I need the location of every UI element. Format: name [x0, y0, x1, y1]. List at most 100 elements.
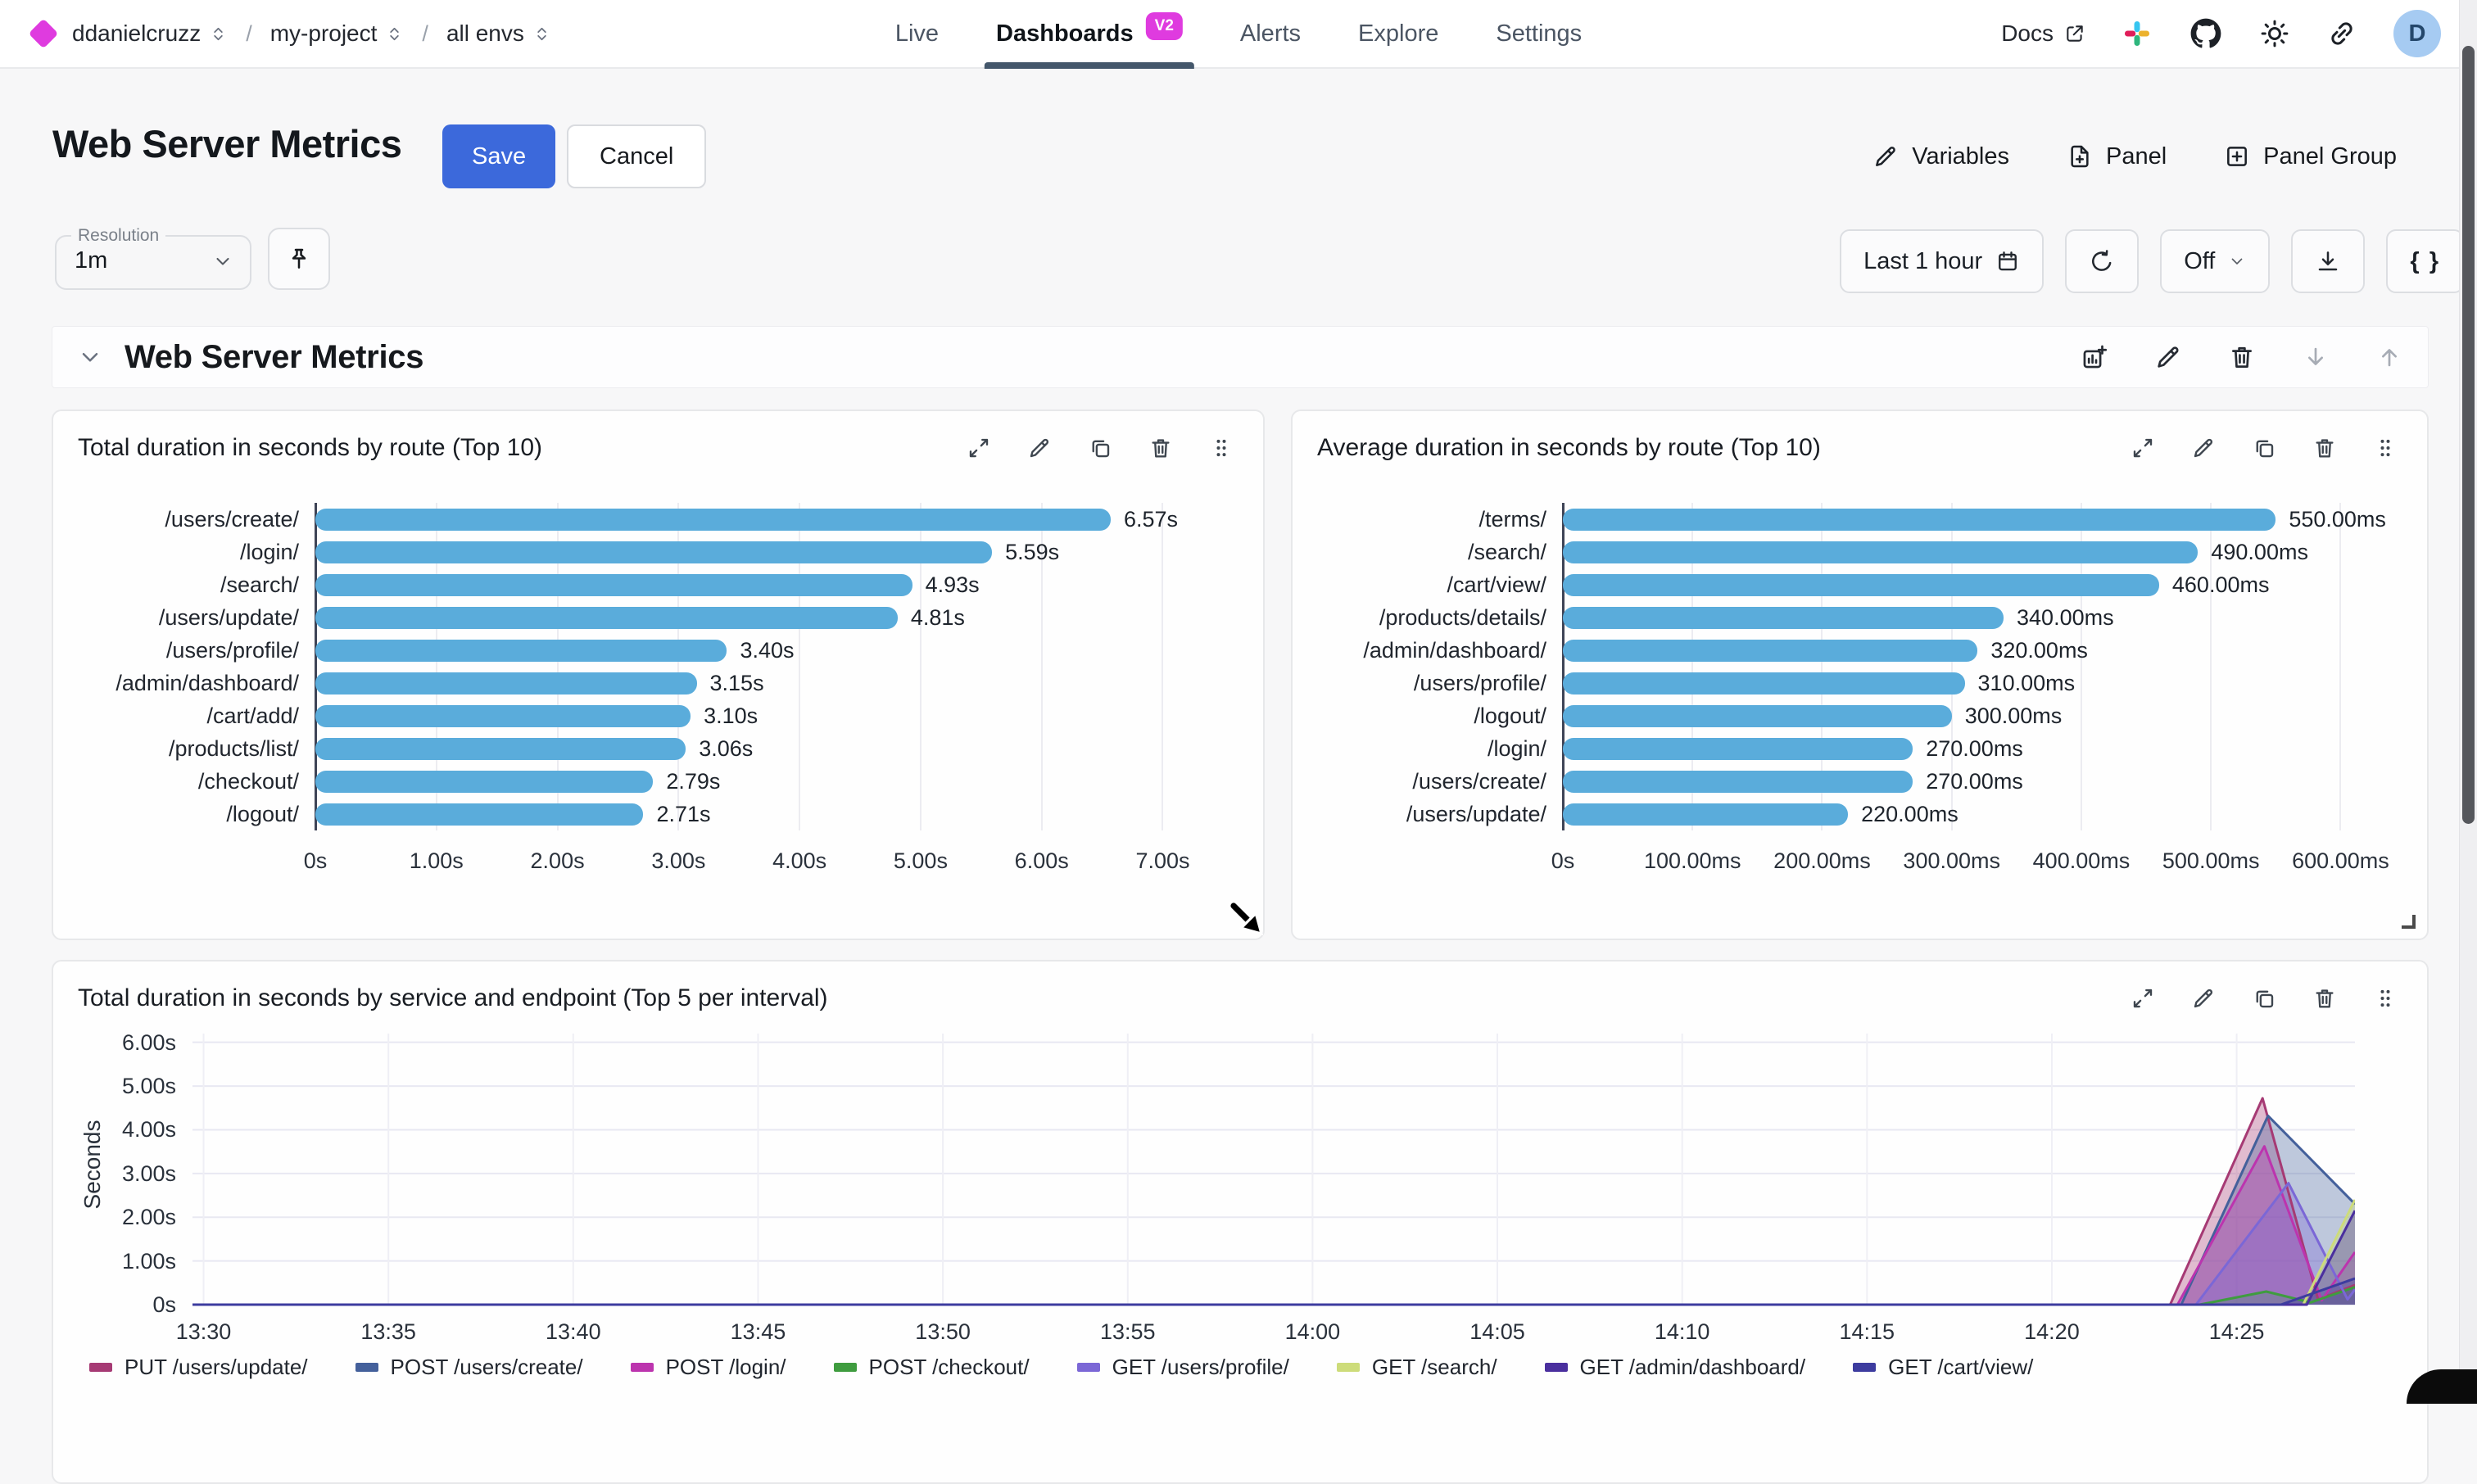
area-plot[interactable] [192, 1034, 2355, 1308]
legend-item-post-users-create[interactable]: POST /users/create/ [355, 1355, 583, 1380]
bar[interactable] [315, 573, 912, 596]
edit-button[interactable] [2154, 343, 2182, 371]
download-button[interactable] [2291, 229, 2366, 293]
breadcrumb-item-all-envs[interactable]: all envs [446, 20, 551, 47]
add-panel-button[interactable]: Panel [2067, 143, 2167, 170]
legend-item-get-cart-view[interactable]: GET /cart/view/ [1853, 1355, 2033, 1380]
copy-button[interactable] [1088, 436, 1112, 460]
gridline [677, 503, 680, 830]
bar[interactable] [315, 737, 686, 760]
bar[interactable] [315, 606, 898, 629]
sun-icon[interactable] [2259, 18, 2290, 49]
json-view-button[interactable]: { } [2386, 229, 2464, 293]
bar[interactable] [315, 639, 727, 662]
delete-button[interactable] [2312, 986, 2337, 1011]
series-area-post-login [192, 1146, 2355, 1305]
bar-plot: 3.40s [315, 634, 1217, 667]
add-panel-button[interactable] [2081, 343, 2108, 371]
legend-item-get-search[interactable]: GET /search/ [1336, 1355, 1497, 1380]
category-label: /logout/ [1474, 703, 1546, 728]
delete-icon [2228, 343, 2256, 371]
github-icon[interactable] [2189, 16, 2223, 51]
add-panel-group-button[interactable]: Panel Group [2224, 143, 2397, 170]
bar[interactable] [315, 508, 1111, 531]
page-scrollbar-track[interactable] [2459, 0, 2477, 1404]
collapse-chevron-icon[interactable] [77, 344, 103, 370]
breadcrumb-item-my-project[interactable]: my-project [270, 20, 405, 47]
edit-button[interactable] [1027, 436, 1052, 460]
expand-button[interactable] [967, 436, 991, 460]
delete-button[interactable] [1148, 436, 1173, 460]
brand-logo-icon[interactable] [28, 18, 59, 49]
move-down-button[interactable] [2302, 343, 2330, 371]
x-tick-label: 14:10 [1654, 1319, 1710, 1344]
tab-alerts[interactable]: Alerts [1240, 0, 1301, 67]
y-tick-label: 0s [152, 1292, 176, 1317]
docs-link[interactable]: Docs [2001, 20, 2085, 47]
bar[interactable] [1563, 573, 2159, 596]
bar[interactable] [1563, 508, 2276, 531]
expand-button[interactable] [2131, 986, 2155, 1011]
legend-item-put-users-update[interactable]: PUT /users/update/ [89, 1355, 308, 1380]
slack-icon[interactable] [2122, 18, 2153, 49]
gridline [2210, 503, 2212, 830]
bar[interactable] [1563, 704, 1952, 727]
copy-button[interactable] [2252, 436, 2276, 460]
edit-button[interactable] [2191, 436, 2216, 460]
expand-button[interactable] [2131, 436, 2155, 460]
breadcrumb-item-ddanielcruzz[interactable]: ddanielcruzz [72, 20, 228, 47]
drag-handle-button[interactable] [1209, 436, 1234, 460]
variables-button[interactable]: Variables [1872, 143, 2009, 170]
bar[interactable] [1563, 606, 2004, 629]
tab-live[interactable]: Live [895, 0, 939, 67]
x-tick-label: 400.00ms [2032, 848, 2131, 873]
legend-item-post-checkout[interactable]: POST /checkout/ [833, 1355, 1030, 1380]
resolution-select[interactable]: Resolution 1m [55, 226, 251, 290]
bar[interactable] [315, 803, 644, 826]
panel-resize-handle[interactable] [2402, 915, 2416, 929]
bar[interactable] [315, 541, 993, 563]
delete-icon [2312, 986, 2337, 1011]
category-label: /cart/view/ [1447, 572, 1546, 597]
refresh-button[interactable] [2065, 229, 2140, 293]
time-range-picker[interactable]: Last 1 hour [1840, 229, 2045, 293]
save-button[interactable]: Save [442, 124, 556, 188]
move-up-button[interactable] [2375, 343, 2403, 371]
page-title: Web Server Metrics [52, 122, 402, 165]
bar-plot: 3.06s [315, 732, 1217, 765]
legend-item-post-login[interactable]: POST /login/ [630, 1355, 786, 1380]
axis-line [315, 503, 317, 830]
bar[interactable] [1563, 770, 1913, 793]
x-axis: 0s 100.00ms 200.00ms 300.00ms 400.00ms 500.00… [1551, 830, 2389, 883]
file-plus-icon [2067, 143, 2093, 170]
gridline [1691, 503, 1694, 830]
pin-button[interactable] [268, 228, 330, 290]
legend-item-get-users-profile[interactable]: GET /users/profile/ [1076, 1355, 1289, 1380]
category-label: /search/ [1467, 539, 1546, 564]
tab-explore[interactable]: Explore [1358, 0, 1438, 67]
bar[interactable] [315, 770, 654, 793]
panel-actions [967, 436, 1234, 460]
avatar[interactable]: D [2393, 10, 2441, 57]
drag-handle-button[interactable] [2373, 986, 2398, 1011]
delete-button[interactable] [2228, 343, 2256, 371]
delete-button[interactable] [2312, 436, 2337, 460]
bar[interactable] [1563, 541, 2199, 563]
auto-refresh-select[interactable]: Off [2160, 229, 2271, 293]
bar[interactable] [1563, 672, 1965, 694]
edit-button[interactable] [2191, 986, 2216, 1011]
bar[interactable] [315, 672, 697, 694]
cancel-button[interactable]: Cancel [567, 124, 707, 188]
page-scrollbar-thumb[interactable] [2462, 46, 2475, 824]
gridline [2080, 503, 2082, 830]
tab-dashboards[interactable]: Dashboards V2 [985, 0, 1194, 69]
drag-handle-button[interactable] [2373, 436, 2398, 460]
bar[interactable] [1563, 803, 1849, 826]
bar[interactable] [1563, 737, 1913, 760]
legend-item-get-admin-dashboard[interactable]: GET /admin/dashboard/ [1544, 1355, 1805, 1380]
tab-settings[interactable]: Settings [1496, 0, 1582, 67]
bar[interactable] [1563, 639, 1978, 662]
link-icon[interactable] [2326, 18, 2357, 49]
copy-button[interactable] [2252, 986, 2276, 1011]
bar[interactable] [315, 704, 691, 727]
